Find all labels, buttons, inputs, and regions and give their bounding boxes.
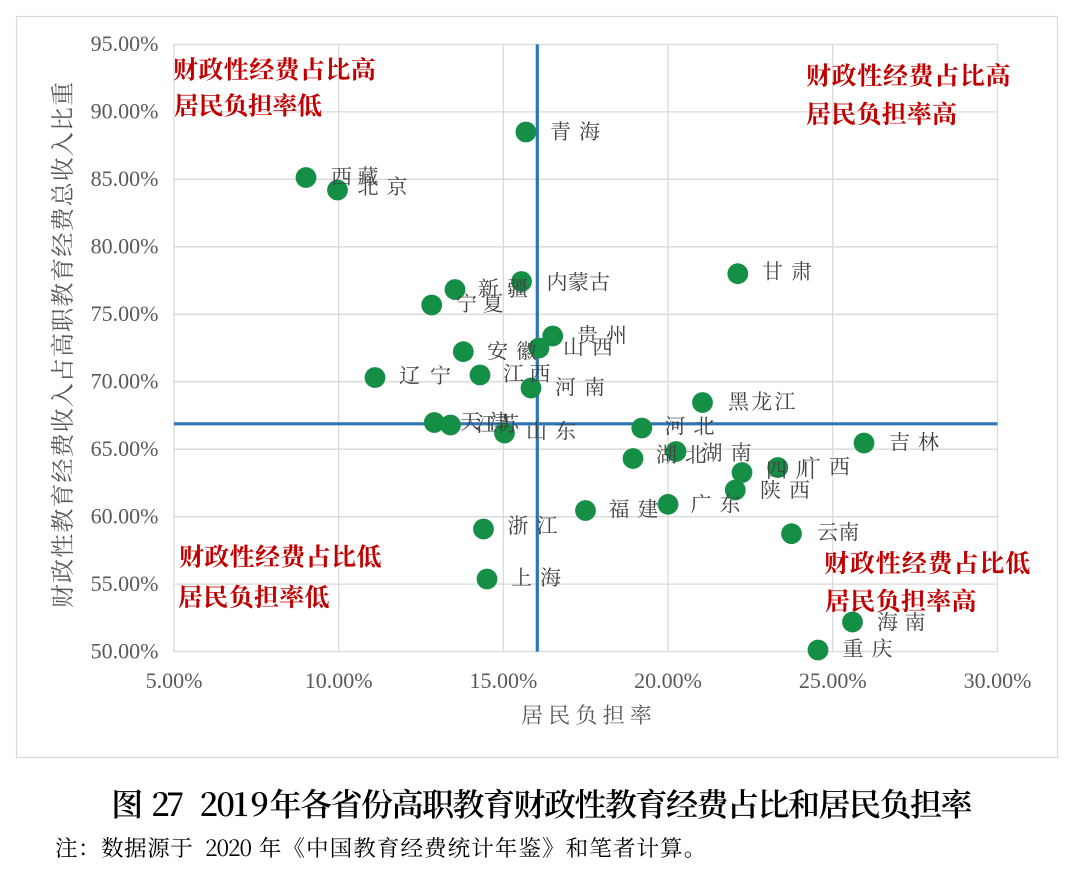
svg-text:20.00%: 20.00% [634,668,702,693]
svg-text:10.00%: 10.00% [305,668,373,693]
svg-text:30.00%: 30.00% [964,668,1032,693]
svg-text:70.00%: 70.00% [91,368,159,393]
svg-text:25.00%: 25.00% [799,668,867,693]
svg-text:85.00%: 85.00% [91,166,159,191]
svg-text:95.00%: 95.00% [91,31,159,56]
svg-text:60.00%: 60.00% [91,503,159,528]
svg-text:5.00%: 5.00% [146,668,203,693]
svg-text:75.00%: 75.00% [91,301,159,326]
svg-text:65.00%: 65.00% [91,436,159,461]
svg-text:80.00%: 80.00% [91,234,159,259]
svg-text:55.00%: 55.00% [91,571,159,596]
svg-text:50.00%: 50.00% [91,638,159,663]
svg-text:90.00%: 90.00% [91,99,159,124]
svg-text:15.00%: 15.00% [469,668,537,693]
